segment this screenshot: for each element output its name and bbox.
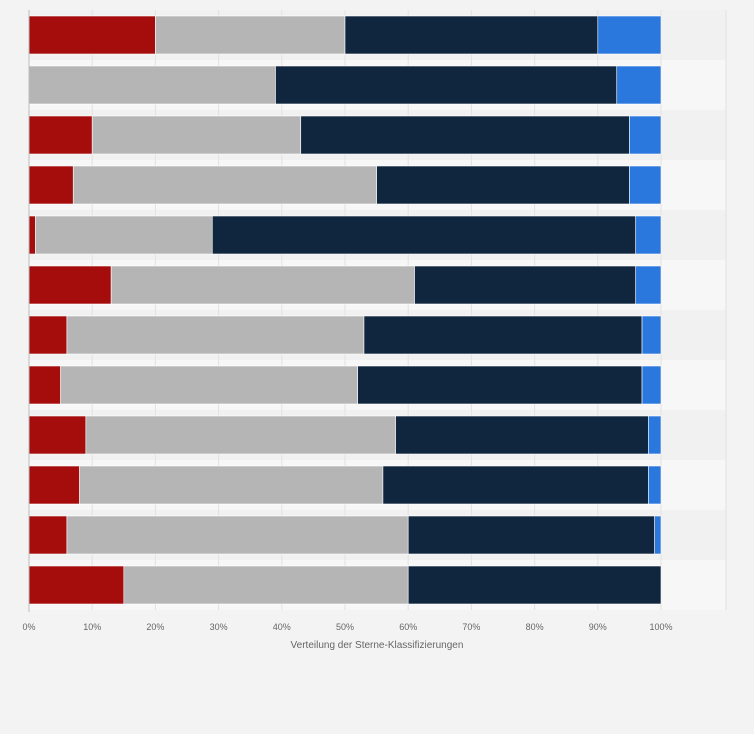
bar-segment-series-3 bbox=[275, 65, 618, 105]
bar-segment-series-2 bbox=[123, 565, 409, 605]
bar-segment-series-1 bbox=[28, 315, 68, 355]
bar-segment-series-4 bbox=[597, 15, 662, 55]
bar-segment-series-3 bbox=[211, 215, 637, 255]
bar-segment-series-1 bbox=[28, 415, 87, 455]
x-tick-label: 0% bbox=[22, 622, 35, 632]
bar-segment-series-3 bbox=[344, 15, 599, 55]
bar-segment-series-2 bbox=[110, 265, 415, 305]
bar-segment-series-3 bbox=[414, 265, 637, 305]
bar-segment-series-4 bbox=[641, 315, 662, 355]
bar-segment-series-4 bbox=[629, 165, 662, 205]
bar-segment-series-2 bbox=[85, 415, 396, 455]
x-tick-label: 100% bbox=[649, 622, 672, 632]
bar-segment-series-3 bbox=[395, 415, 649, 455]
x-tick-label: 80% bbox=[526, 622, 544, 632]
x-tick-label: 10% bbox=[83, 622, 101, 632]
bar-segment-series-3 bbox=[357, 365, 643, 405]
bar-segment-series-3 bbox=[300, 115, 630, 155]
x-tick-label: 90% bbox=[589, 622, 607, 632]
bar-segment-series-4 bbox=[648, 415, 662, 455]
x-tick-label: 40% bbox=[273, 622, 291, 632]
x-tick-label: 70% bbox=[462, 622, 480, 632]
bar-segment-series-3 bbox=[407, 515, 655, 555]
bars bbox=[28, 15, 662, 605]
bar-segment-series-2 bbox=[155, 15, 346, 55]
bar-segment-series-1 bbox=[28, 565, 125, 605]
x-axis-label: Verteilung der Sterne-Klassifizierungen bbox=[291, 640, 464, 651]
bar-segment-series-2 bbox=[66, 315, 365, 355]
bar-segment-series-1 bbox=[28, 165, 74, 205]
bar-segment-series-1 bbox=[28, 215, 36, 255]
x-tick-labels: 0% 10% 20% 30% 40% 50% 60% 70% 80% 90% 100% bbox=[22, 622, 672, 632]
bar-segment-series-1 bbox=[28, 265, 112, 305]
bar-segment-series-3 bbox=[407, 565, 662, 605]
bar-segment-series-2 bbox=[60, 365, 358, 405]
bar-segment-series-3 bbox=[382, 465, 649, 505]
bar-segment-series-4 bbox=[635, 215, 662, 255]
x-tick-label: 20% bbox=[146, 622, 164, 632]
bar-segment-series-1 bbox=[28, 15, 156, 55]
x-tick-label: 30% bbox=[210, 622, 228, 632]
bar-segment-series-1 bbox=[28, 515, 68, 555]
bar-segment-series-4 bbox=[616, 65, 662, 105]
x-tick-label: 60% bbox=[399, 622, 417, 632]
bar-segment-series-2 bbox=[91, 115, 302, 155]
bar-segment-series-4 bbox=[641, 365, 662, 405]
bar-segment-series-2 bbox=[72, 165, 377, 205]
bar-segment-series-1 bbox=[28, 365, 61, 405]
bar-segment-series-2 bbox=[66, 515, 409, 555]
bar-segment-series-1 bbox=[28, 115, 93, 155]
bar-segment-series-1 bbox=[28, 465, 80, 505]
bar-segment-series-4 bbox=[635, 265, 662, 305]
x-tick-label: 50% bbox=[336, 622, 354, 632]
bar-segment-series-4 bbox=[654, 515, 662, 555]
bar-segment-series-2 bbox=[28, 65, 276, 105]
bar-segment-series-3 bbox=[376, 165, 630, 205]
bar-segment-series-4 bbox=[648, 465, 662, 505]
bar-segment-series-4 bbox=[629, 115, 662, 155]
bar-segment-series-2 bbox=[35, 215, 213, 255]
bar-segment-series-2 bbox=[79, 465, 384, 505]
bar-segment-series-3 bbox=[363, 315, 643, 355]
